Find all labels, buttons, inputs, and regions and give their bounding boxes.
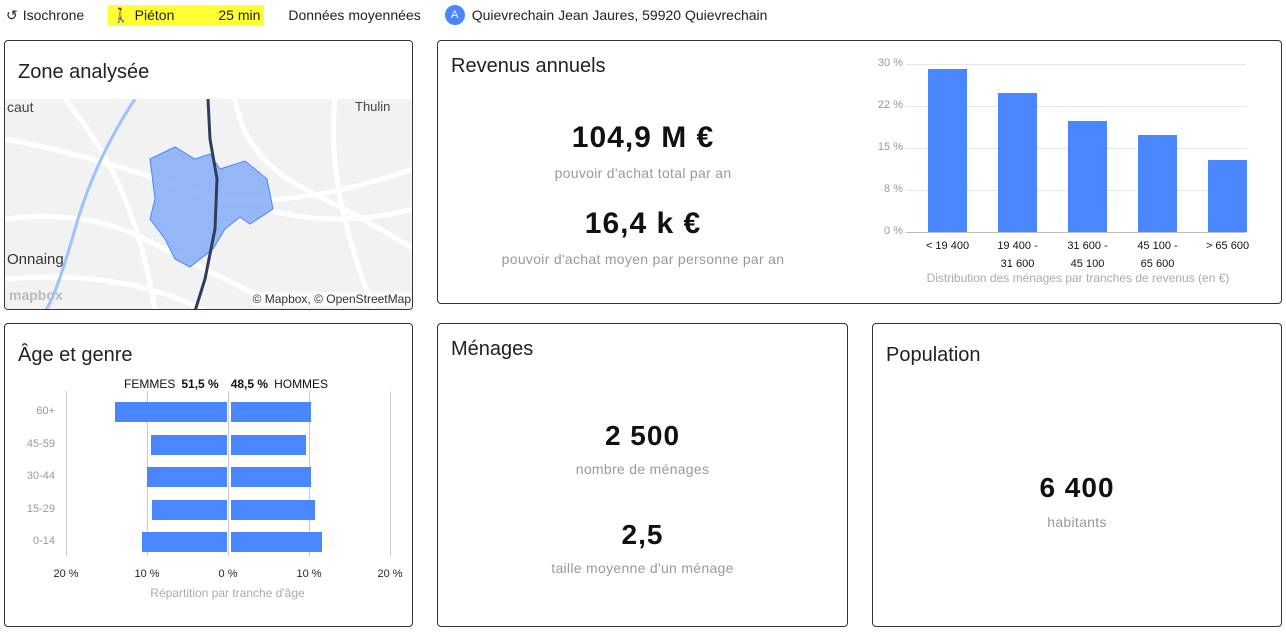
population-title: Population bbox=[886, 344, 981, 366]
hommes-pct: 48,5 % bbox=[230, 377, 269, 391]
mapbox-logo: mapbox bbox=[9, 287, 63, 303]
hommes-bar bbox=[231, 499, 316, 520]
menages-card: Ménages 2 500 nombre de ménages 2,5 tail… bbox=[437, 323, 848, 627]
x-tick-line: 31 600 - bbox=[1067, 240, 1108, 252]
x-tick-line: 31 600 bbox=[1000, 258, 1035, 270]
population-value: 6 400 bbox=[1039, 472, 1115, 503]
total-purchasing-power: 104,9 M € bbox=[571, 121, 715, 154]
menages-title: Ménages bbox=[451, 338, 534, 360]
x-tick-line: 19 400 - bbox=[997, 240, 1038, 252]
x-tick-label: < 19 400 bbox=[913, 237, 983, 255]
revenus-card: Revenus annuels 104,9 M € pouvoir d'acha… bbox=[437, 40, 1282, 304]
x-tick-line: > 65 600 bbox=[1205, 240, 1250, 252]
x-tick-label: 0 % bbox=[218, 568, 238, 580]
address-marker-icon: A bbox=[444, 5, 465, 25]
x-tick-line: 45 100 - bbox=[1137, 240, 1178, 252]
isochrone-toggle[interactable]: ↺ Isochrone bbox=[6, 7, 84, 24]
hommes-bar bbox=[231, 532, 322, 552]
map-attribution[interactable]: © Mapbox, © OpenStreetMap bbox=[252, 292, 411, 306]
x-tick-label: 10 % bbox=[134, 568, 160, 580]
femmes-bar bbox=[150, 434, 227, 455]
map-roads bbox=[5, 97, 412, 309]
map-label: Onnaing bbox=[7, 251, 64, 268]
revenue-bar bbox=[1208, 159, 1247, 232]
total-purchasing-power-label: pouvoir d'achat total par an bbox=[554, 165, 732, 181]
femmes-pct: 51,5 % bbox=[181, 377, 219, 391]
y-tick-label: 60+ bbox=[36, 405, 55, 417]
households-count: 2 500 bbox=[604, 420, 681, 451]
mode-label: Piéton bbox=[134, 7, 175, 23]
household-size-label: taille moyenne d'un ménage bbox=[551, 560, 734, 576]
x-tick-label: > 65 600 bbox=[1193, 237, 1263, 255]
y-tick-label: 15 % bbox=[877, 141, 903, 153]
hommes-bar bbox=[231, 434, 307, 455]
femmes-bar bbox=[115, 402, 227, 422]
gridline bbox=[390, 391, 391, 556]
x-tick-label: 20 % bbox=[53, 568, 79, 580]
femmes-bar bbox=[151, 499, 227, 520]
femmes-label: FEMMES bbox=[124, 377, 176, 391]
transport-mode-selector[interactable]: 🚶 Piéton 25 min bbox=[108, 4, 265, 26]
pedestrian-icon: 🚶 bbox=[112, 6, 130, 23]
history-icon: ↺ bbox=[6, 6, 18, 23]
duration-label: 25 min bbox=[218, 7, 261, 23]
y-tick-label: 15-29 bbox=[26, 502, 55, 515]
avg-purchasing-power: 16,4 k € bbox=[584, 207, 702, 240]
gridline bbox=[228, 391, 229, 556]
revenue-bar bbox=[998, 93, 1037, 232]
revenus-title: Revenus annuels bbox=[451, 55, 606, 77]
address[interactable]: A Quievrechain Jean Jaures, 59920 Quievr… bbox=[444, 5, 768, 25]
x-axis-label: Répartition par tranche d'âge bbox=[150, 586, 305, 600]
hommes-bar bbox=[231, 467, 312, 487]
y-tick-label: 0 % bbox=[884, 225, 903, 237]
age-card: Âge et genre FEMMES 51,5 % 48,5 % HOMMES… bbox=[4, 323, 413, 627]
revenue-bar bbox=[1068, 121, 1107, 232]
x-tick-line: 65 600 bbox=[1140, 258, 1175, 270]
femmes-bar bbox=[141, 532, 227, 552]
hommes-label: HOMMES bbox=[274, 377, 329, 391]
hommes-bar bbox=[231, 402, 312, 422]
x-tick-line: 45 100 bbox=[1070, 258, 1105, 270]
x-tick-label: 31 600 - 45 100 bbox=[1053, 237, 1123, 273]
age-title: Âge et genre bbox=[18, 344, 133, 366]
population-card: Population 6 400 habitants bbox=[872, 323, 1282, 627]
map-label: caut bbox=[7, 99, 34, 115]
households-count-label: nombre de ménages bbox=[575, 461, 710, 477]
x-tick-label: 20 % bbox=[377, 568, 403, 580]
data-mode-label: Données moyennées bbox=[288, 7, 421, 23]
x-tick-line: < 19 400 bbox=[925, 240, 970, 252]
y-tick-label: 45-59 bbox=[26, 437, 55, 450]
zone-card: Zone analysée caut Thulin Onnaing mapbox… bbox=[4, 40, 413, 310]
age-chart: 20 % 10 % 0 % 10 % 20 % 60+ 45-59 30-44 15-29 0-1… bbox=[5, 324, 412, 626]
gridline bbox=[906, 106, 1246, 107]
gridline bbox=[906, 64, 1246, 65]
avg-purchasing-power-label: pouvoir d'achat moyen par personne par a… bbox=[501, 251, 785, 267]
revenue-chart: 0 % 8 % 15 % 22 % 30 % < 19 400 19 400 - 31 600… bbox=[438, 41, 1281, 303]
y-tick-label: 22 % bbox=[877, 99, 903, 111]
x-axis-label: Distribution des ménages par tranches de… bbox=[926, 271, 1230, 285]
map-label: Thulin bbox=[355, 99, 391, 114]
population-label: habitants bbox=[1047, 514, 1107, 530]
zone-title: Zone analysée bbox=[18, 61, 150, 83]
isochrone-label: Isochrone bbox=[22, 7, 85, 23]
address-label: Quievrechain Jean Jaures, 59920 Quievrec… bbox=[471, 7, 768, 23]
revenue-bar bbox=[928, 69, 967, 232]
x-tick-label: 19 400 - 31 600 bbox=[983, 237, 1053, 273]
x-tick-label: 45 100 - 65 600 bbox=[1123, 237, 1193, 273]
gridline bbox=[906, 232, 1246, 233]
gridline bbox=[66, 391, 67, 556]
y-tick-label: 30-44 bbox=[26, 470, 55, 482]
femmes-bar bbox=[146, 467, 227, 487]
revenue-bar bbox=[1138, 135, 1177, 232]
y-tick-label: 8 % bbox=[884, 183, 903, 195]
data-mode[interactable]: Données moyennées bbox=[288, 7, 420, 23]
y-tick-label: 0-14 bbox=[32, 535, 55, 547]
household-size: 2,5 bbox=[621, 519, 664, 550]
y-tick-label: 30 % bbox=[877, 57, 903, 69]
map[interactable]: caut Thulin Onnaing mapbox © Mapbox, © O… bbox=[5, 97, 412, 309]
x-tick-label: 10 % bbox=[296, 568, 322, 580]
gender-summary: FEMMES 51,5 % 48,5 % HOMMES bbox=[124, 377, 328, 391]
top-bar: ↺ Isochrone 🚶 Piéton 25 min Données moye… bbox=[0, 0, 791, 30]
